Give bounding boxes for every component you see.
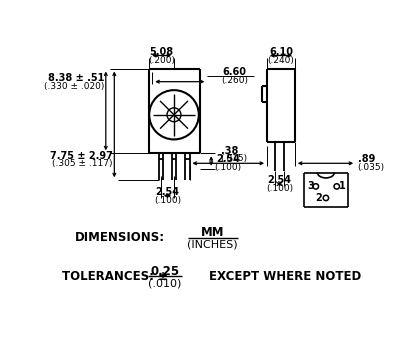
Text: 6.10: 6.10 — [269, 46, 293, 57]
Text: (.100): (.100) — [266, 184, 293, 193]
Text: .89: .89 — [358, 154, 375, 164]
Text: (.240): (.240) — [268, 57, 294, 65]
Text: .38: .38 — [220, 146, 238, 156]
Text: (.010): (.010) — [148, 278, 181, 288]
Text: 2.54: 2.54 — [267, 175, 291, 185]
Text: 8.38 ± .51: 8.38 ± .51 — [48, 73, 104, 83]
Text: TOLERANCES: ±: TOLERANCES: ± — [62, 270, 168, 283]
Text: MM: MM — [201, 226, 224, 239]
Text: (.260): (.260) — [221, 76, 248, 85]
Text: 3: 3 — [307, 181, 314, 192]
Text: 6.60: 6.60 — [222, 67, 246, 77]
Text: (.035): (.035) — [358, 163, 385, 172]
Text: 2.54: 2.54 — [216, 154, 240, 164]
Text: (.200): (.200) — [148, 57, 175, 65]
Text: (.100): (.100) — [154, 196, 181, 205]
Text: 0.25: 0.25 — [150, 265, 179, 278]
Text: 1: 1 — [339, 181, 346, 192]
Text: EXCEPT WHERE NOTED: EXCEPT WHERE NOTED — [209, 270, 361, 283]
Text: 5.08: 5.08 — [150, 46, 174, 57]
Text: 2: 2 — [316, 193, 322, 203]
Text: (INCHES): (INCHES) — [188, 240, 238, 250]
Text: (.015): (.015) — [220, 154, 248, 163]
Text: (.305 ± .117): (.305 ± .117) — [52, 159, 113, 168]
Text: 7.75 ± 2.97: 7.75 ± 2.97 — [50, 151, 113, 161]
Text: (.330 ± .020): (.330 ± .020) — [44, 82, 104, 91]
Text: DIMENSIONS:: DIMENSIONS: — [74, 231, 165, 245]
Text: 2.54: 2.54 — [156, 187, 180, 197]
Text: (.100): (.100) — [215, 163, 242, 172]
